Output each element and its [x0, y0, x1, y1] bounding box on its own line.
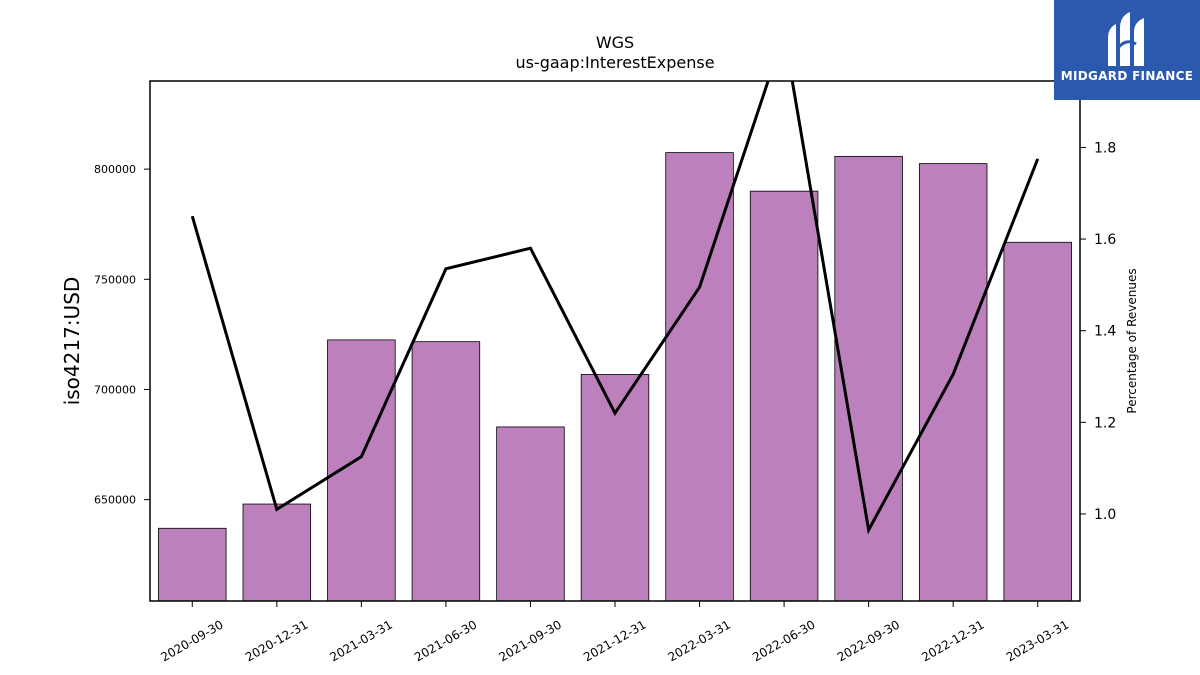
x-tick-label: 2020-09-30: [158, 617, 225, 664]
bar-2021-06-30: [411, 341, 481, 602]
x-axis: 2020-09-30 2020-12-31 2021-03-31 2021-06-30…: [158, 601, 1071, 664]
logo-mark-icon: [1108, 12, 1144, 66]
right-tick-label: 1.4: [1094, 324, 1116, 340]
left-tick-label: 750000: [94, 273, 136, 286]
right-tick-label: 1.0: [1094, 507, 1116, 523]
bar-2021-09-30: [496, 426, 565, 602]
logo-text: MIDGARD FINANCE: [1060, 69, 1194, 83]
bar-2022-09-30: [834, 155, 903, 602]
left-tick-label: 700000: [94, 383, 136, 396]
x-tick-label: 2022-09-30: [835, 617, 902, 664]
percentage-line: [190, 81, 1040, 535]
x-tick-label: 2020-12-31: [243, 617, 310, 664]
right-tick-label: 1.2: [1094, 415, 1116, 431]
x-tick-label: 2021-09-30: [497, 617, 564, 664]
x-tick-label: 2021-12-31: [581, 617, 648, 664]
bar-2020-12-31: [242, 503, 312, 602]
bar-2022-06-30: [749, 190, 819, 602]
bar-2022-03-31: [665, 152, 734, 602]
y-axis-label: iso4217:USD: [60, 277, 84, 406]
bar-2022-12-31: [918, 163, 988, 602]
bars-layer: [158, 152, 1072, 602]
right-axis: 1.0 1.2 1.4 1.6 1.8: [1080, 140, 1116, 523]
x-tick-label: 2023-03-31: [1004, 617, 1071, 664]
x-tick-label: 2022-06-30: [750, 617, 817, 664]
bar-2020-09-30: [158, 527, 227, 602]
line-layer: [190, 81, 1040, 535]
right-tick-label: 1.6: [1094, 232, 1116, 248]
left-tick-label: 650000: [94, 494, 136, 507]
x-tick-label: 2022-12-31: [919, 617, 986, 664]
chart-subtitle: us-gaap:InterestExpense: [515, 53, 714, 72]
right-tick-label: 1.8: [1094, 140, 1116, 156]
x-tick-label: 2021-03-31: [327, 617, 394, 664]
x-tick-label: 2021-06-30: [412, 617, 479, 664]
x-tick-label: 2022-03-31: [666, 617, 733, 664]
left-tick-label: 800000: [94, 163, 136, 176]
chart-title: WGS: [596, 33, 634, 52]
bar-2023-03-31: [1003, 241, 1072, 602]
bar-2021-12-31: [580, 374, 650, 602]
y2-axis-label: Percentage of Revenues: [1125, 268, 1139, 413]
left-axis: 650000 700000 750000 800000: [94, 163, 150, 507]
brand-logo: MIDGARD FINANCE: [1054, 0, 1200, 100]
